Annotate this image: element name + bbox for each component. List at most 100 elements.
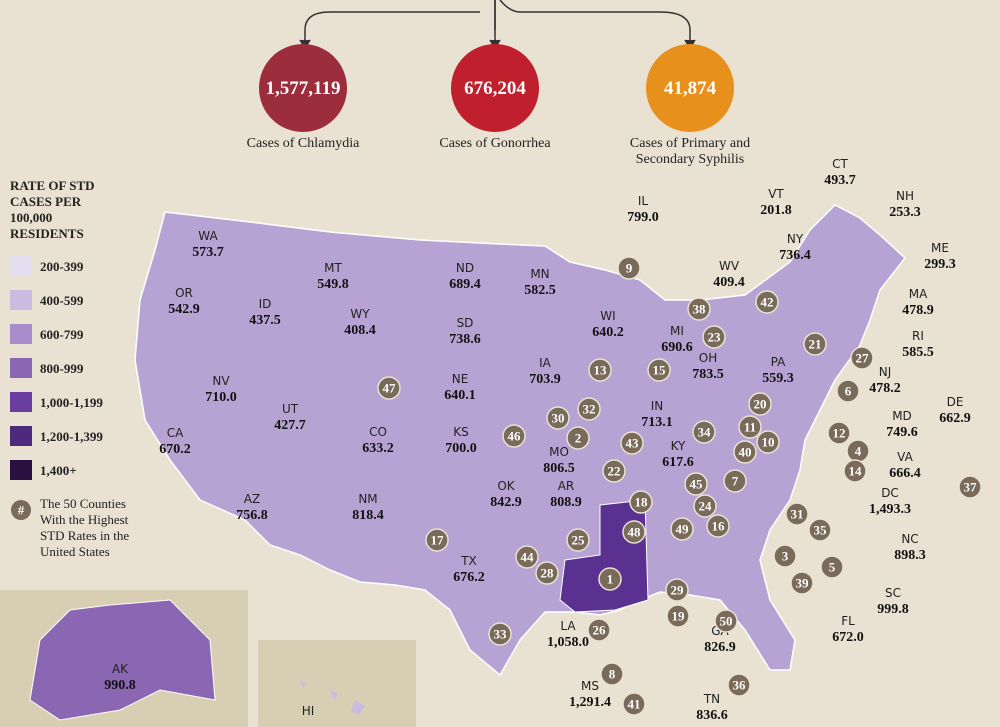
legend-swatch [10, 358, 32, 378]
county-rank: 42 [761, 295, 774, 310]
county-rank: 35 [814, 523, 828, 538]
county-badge [785, 502, 809, 526]
state-name: ID [259, 297, 272, 311]
state-rate: 799.0 [627, 210, 659, 225]
legend-label: 600-799 [40, 327, 84, 342]
state-name: SD [457, 316, 474, 330]
legend-badge [11, 500, 31, 520]
county-rank: 11 [744, 420, 756, 435]
county-badge [647, 358, 671, 382]
legend-swatch [10, 324, 32, 344]
state-name: CT [832, 157, 848, 171]
county-rank: 16 [712, 519, 726, 534]
state-rate: 826.9 [704, 640, 736, 655]
county-badge [617, 256, 641, 280]
county-badge [600, 662, 624, 686]
county-badge [808, 518, 832, 542]
county-rank: 25 [572, 533, 586, 548]
legend-label: 800-999 [40, 361, 84, 376]
state-rate: 999.8 [877, 602, 909, 617]
county-badge [502, 424, 526, 448]
state-name: IA [539, 356, 552, 370]
county-rank: 18 [635, 495, 649, 510]
state-name: AZ [244, 492, 260, 506]
state-name: KS [453, 425, 469, 439]
county-rank: 23 [708, 330, 722, 345]
state-rate: 783.5 [692, 367, 724, 382]
state-rate: 299.3 [924, 257, 956, 272]
state-rate: 427.7 [274, 418, 306, 433]
legend-label: 400-599 [40, 293, 84, 308]
legend-note: The 50 Counties With the Highest STD Rates… [40, 496, 129, 559]
county-rank: 14 [849, 464, 863, 479]
state-name: VA [897, 450, 913, 464]
summary-circle [646, 44, 734, 132]
county-rank: 12 [833, 426, 846, 441]
county-badge [684, 472, 708, 496]
state-rate: 201.8 [760, 203, 792, 218]
county-badge [727, 673, 751, 697]
state-name: AK [112, 662, 129, 676]
state-name: AR [558, 479, 575, 493]
state-name: NV [212, 374, 230, 388]
legend-label: 200-399 [40, 259, 84, 274]
county-badge [748, 392, 772, 416]
county-badge [755, 290, 779, 314]
state-name: IL [638, 194, 649, 208]
county-badge [598, 567, 622, 591]
state-rate: 672.0 [832, 630, 864, 645]
county-rank: 15 [653, 363, 667, 378]
legend-swatch [10, 460, 32, 480]
state-rate: 549.8 [317, 277, 349, 292]
county-badge [773, 544, 797, 568]
county-rank: 20 [754, 397, 767, 412]
county-badge [702, 325, 726, 349]
county-badge [622, 520, 646, 544]
state-name: RI [912, 329, 924, 343]
county-badge [665, 578, 689, 602]
state-rate: 409.4 [713, 275, 745, 290]
county-badge [706, 514, 730, 538]
state-rate: 703.9 [529, 372, 561, 387]
alaska-shape [29, 599, 216, 721]
county-badge [546, 406, 570, 430]
county-badge [602, 459, 626, 483]
state-rate: 818.4 [352, 508, 384, 523]
county-badge [587, 618, 611, 642]
county-badge [535, 561, 559, 585]
state-rate: 676.2 [453, 570, 485, 585]
state-name: NJ [879, 365, 892, 379]
state-name: ME [931, 241, 949, 255]
state-name: WY [350, 307, 370, 321]
county-badge [687, 297, 711, 321]
summary-circle [451, 44, 539, 132]
county-rank: 45 [690, 477, 704, 492]
state-rate: 749.6 [886, 425, 918, 440]
state-rate: 689.4 [449, 277, 481, 292]
state-rate: 640.2 [592, 325, 624, 340]
county-badge [566, 528, 590, 552]
state-name: OK [497, 479, 515, 493]
legend-badge-symbol: # [18, 503, 25, 518]
county-badge [803, 332, 827, 356]
state-name: OH [699, 351, 717, 365]
state-rate: 700.0 [445, 441, 477, 456]
state-name: CO [369, 425, 387, 439]
legend-title: RATE OF STD CASES PER 100,000 RESIDENTS [10, 178, 95, 241]
state-name: CA [167, 426, 184, 440]
county-badge [820, 555, 844, 579]
county-rank: 10 [762, 435, 775, 450]
summary-value: 41,874 [664, 78, 717, 99]
state-name: WA [198, 229, 218, 243]
state-rate: 585.5 [902, 345, 934, 360]
county-badge [850, 346, 874, 370]
county-rank: 3 [782, 549, 789, 564]
state-name: MN [530, 267, 549, 281]
state-rate: 633.2 [362, 441, 394, 456]
county-rank: 47 [383, 381, 397, 396]
county-badge [620, 431, 644, 455]
state-rate: 1,291.4 [569, 695, 611, 710]
county-rank: 33 [494, 627, 508, 642]
summary-value: 1,577,119 [266, 78, 341, 99]
state-rate: 1,493.3 [869, 502, 911, 517]
